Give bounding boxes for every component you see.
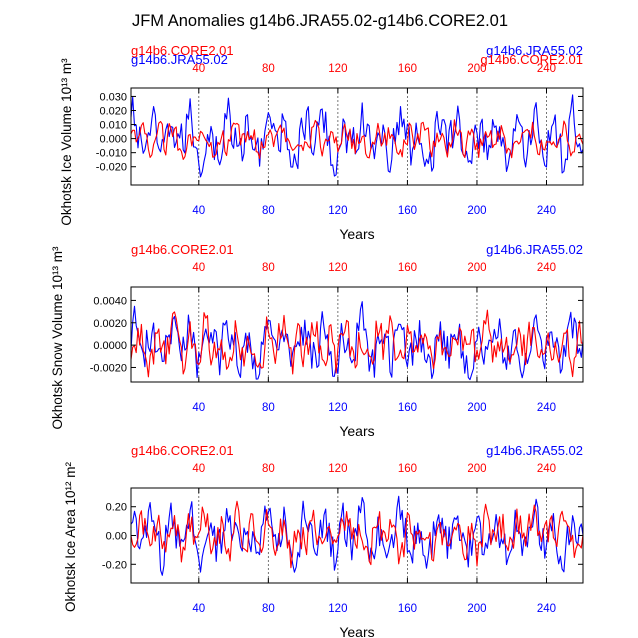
x-tick-label-core: 240 (537, 262, 556, 274)
x-tick-label-core: 80 (262, 63, 275, 75)
y-axis-title: Okhotsk Snow Volume 10¹³ m³ (50, 246, 65, 430)
x-tick-label-jra: 40 (192, 402, 205, 414)
x-tick-label-jra: 80 (262, 205, 275, 217)
x-tick-label-jra: 200 (467, 205, 486, 217)
x-tick-label-jra: 80 (262, 603, 275, 615)
panel-2: g14b6.CORE2.01 g14b6.JRA55.02 -0.0020 0.000… (50, 242, 584, 439)
y-tick-label: -0.010 (96, 148, 127, 160)
y-tick-label: 0.030 (99, 91, 127, 103)
series-line-jra55 (130, 94, 584, 178)
x-tick-label-core: 240 (537, 463, 556, 475)
legend-core-overlap-label: g14b6.CORE2.01 (480, 52, 583, 67)
x-tick-label-core: 40 (192, 463, 205, 475)
x-axis-title: Years (339, 226, 374, 242)
legend-jra-label: g14b6.JRA55.02 (486, 242, 583, 257)
x-tick-label-core: 40 (192, 262, 205, 274)
series-line-core2 (130, 309, 583, 378)
legend-core-label: g14b6.CORE2.01 (131, 242, 234, 257)
x-tick-label-core: 80 (262, 463, 275, 475)
x-tick-label-core: 200 (467, 463, 486, 475)
x-tick-label-core: 160 (398, 262, 417, 274)
y-tick-label: 0.010 (99, 120, 127, 132)
x-axis-title: Years (339, 423, 374, 439)
panel-1: g14b6.CORE2.01 g14b6.JRA55.02g14b6.JRA55.… (59, 43, 584, 242)
y-axis-title: Okhotsk Ice Area 10¹² m² (63, 461, 78, 612)
x-tick-label-jra: 240 (537, 205, 556, 217)
panel-3: g14b6.CORE2.01 g14b6.JRA55.02 -0.20 0.00 0.2… (63, 443, 584, 638)
x-tick-label-core: 160 (398, 63, 417, 75)
x-tick-label-core: 200 (467, 262, 486, 274)
x-tick-label-jra: 40 (192, 205, 205, 217)
y-tick-label: 0.0000 (93, 340, 127, 352)
y-tick-label: 0.0040 (93, 295, 127, 307)
y-tick-label: -0.20 (102, 559, 127, 571)
legend-jra-label: g14b6.JRA55.02 (486, 443, 583, 458)
x-tick-label-jra: 120 (328, 402, 347, 414)
series-line-core2 (130, 119, 584, 160)
y-axis-title: Okhotsk Ice Volume 10¹³ m³ (59, 58, 74, 226)
x-tick-label-core: 160 (398, 463, 417, 475)
x-tick-label-jra: 240 (537, 603, 556, 615)
x-tick-label-core: 200 (467, 63, 486, 75)
y-tick-label: 0.00 (106, 531, 127, 543)
x-tick-label-jra: 160 (398, 402, 417, 414)
x-tick-label-jra: 240 (537, 402, 556, 414)
x-tick-label-jra: 120 (328, 205, 347, 217)
x-tick-label-core: 120 (328, 463, 347, 475)
plot-frame (130, 286, 584, 383)
x-tick-label-jra: 200 (467, 402, 486, 414)
x-tick-label-core: 120 (328, 63, 347, 75)
x-tick-label-jra: 40 (192, 603, 205, 615)
legend-core-label: g14b6.CORE2.01 (131, 443, 234, 458)
x-tick-label-jra: 120 (328, 603, 347, 615)
series-line-core2 (130, 500, 584, 569)
y-tick-label: 0.0020 (93, 318, 127, 330)
y-tick-label: 0.20 (106, 502, 127, 514)
x-tick-label-jra: 200 (467, 603, 486, 615)
legend-core-label: g14b6.CORE2.01 (131, 43, 234, 58)
y-tick-label: 0.020 (99, 105, 127, 117)
y-tick-label: -0.020 (96, 162, 127, 174)
legend-jra-overlap-label: g14b6.JRA55.02 (131, 52, 228, 67)
y-tick-label: 0.000 (99, 134, 127, 146)
x-tick-label-core: 40 (192, 63, 205, 75)
x-tick-label-jra: 80 (262, 402, 275, 414)
series-line-jra55 (130, 495, 584, 576)
x-tick-label-jra: 160 (398, 205, 417, 217)
x-tick-label-jra: 160 (398, 603, 417, 615)
x-tick-label-core: 80 (262, 262, 275, 274)
y-tick-label: -0.0020 (90, 362, 127, 374)
x-tick-label-core: 240 (537, 63, 556, 75)
x-axis-title: Years (339, 624, 374, 638)
x-tick-label-core: 120 (328, 262, 347, 274)
plot-frame (130, 87, 584, 186)
figure-title: JFM Anomalies g14b6.JRA55.02-g14b6.CORE2… (132, 12, 508, 30)
panels: g14b6.CORE2.01 g14b6.JRA55.02g14b6.JRA55.… (50, 43, 584, 638)
legend-jra-label: g14b6.JRA55.02 (486, 43, 583, 58)
